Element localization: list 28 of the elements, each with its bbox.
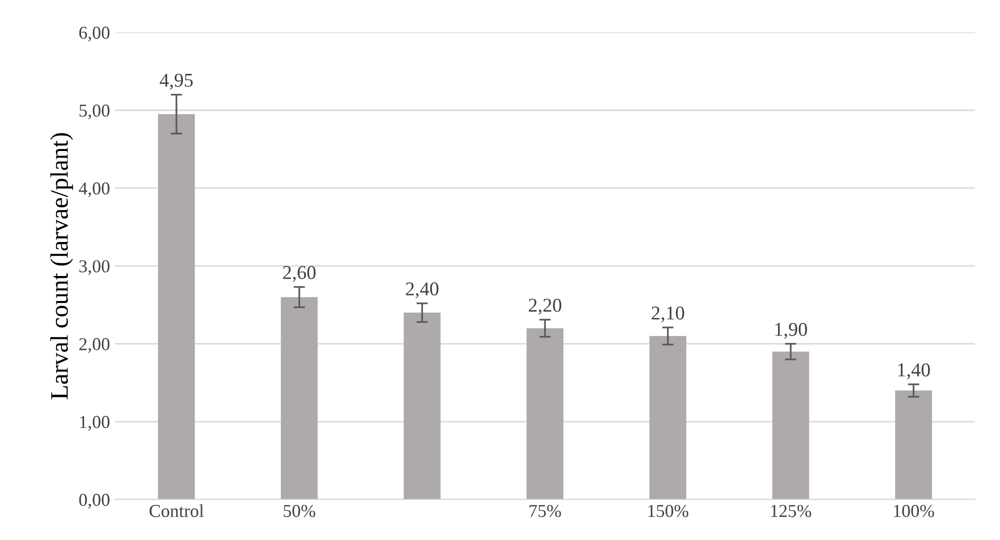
x-tick-label: 125% [771,504,812,518]
bar [895,390,932,500]
data-label: 2,40 [406,282,438,298]
y-tick-label: 4,00 [78,182,110,198]
y-tick-label: 5,00 [80,104,110,120]
y-tick-label: 2,00 [79,338,110,353]
x-tick-label: 50% [284,504,316,518]
x-tick-label: 150% [648,504,688,518]
y-tick-label: 3,00 [79,260,110,275]
data-label: 1,40 [898,363,930,380]
y-tick-label: 0,00 [79,494,110,509]
x-tick-label: 100% [894,504,934,518]
data-label: 1,90 [775,322,807,339]
data-label: 2,20 [528,298,562,315]
bar [404,312,441,500]
x-tick-label: 75% [530,504,561,518]
bar [158,114,195,500]
x-tick-label: Control [150,504,204,518]
data-label: 4,95 [160,74,193,90]
bar [280,297,318,500]
bar [649,336,686,500]
bar [772,352,810,500]
data-label: 2,10 [652,306,684,322]
y-tick-label: 1,00 [80,416,110,431]
y-axis-title: Larval count (larvae/plant) [50,133,73,400]
bar [526,328,564,500]
y-tick-label: 6,00 [79,26,110,42]
data-label: 2,60 [283,266,316,282]
